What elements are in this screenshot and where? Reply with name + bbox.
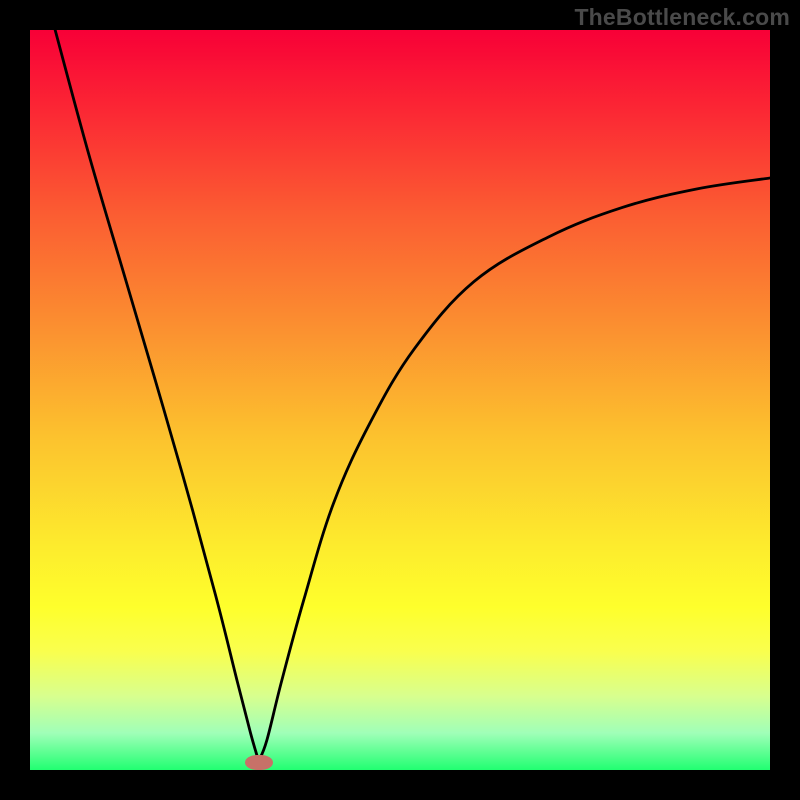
watermark-text: TheBottleneck.com (574, 4, 790, 31)
bottleneck-chart (30, 30, 770, 770)
chart-frame: TheBottleneck.com (0, 0, 800, 800)
gradient-background (30, 30, 770, 770)
dip-marker (245, 755, 273, 770)
